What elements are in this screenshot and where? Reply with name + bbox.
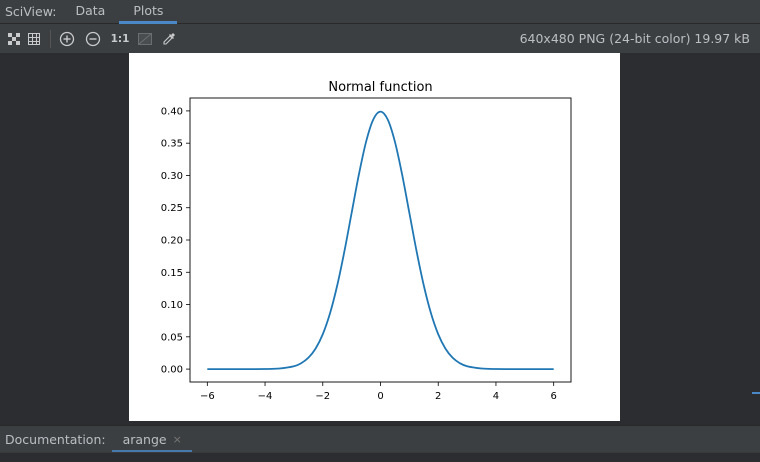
doc-tab-label: arange <box>122 431 167 447</box>
y-tick-label: 0.40 <box>161 106 183 117</box>
doc-tab-arange[interactable]: arange × <box>111 426 193 453</box>
plot-axes-frame <box>189 97 572 383</box>
sciview-title: SciView: <box>5 4 57 19</box>
x-tick-label: −6 <box>200 391 215 402</box>
image-info: 640x480 PNG (24-bit color) 19.97 kB <box>519 31 750 46</box>
sciview-tab-bar: SciView: Data Plots <box>0 0 760 24</box>
actual-size-label: 1:1 <box>110 32 130 45</box>
y-tick-label: 0.10 <box>161 300 183 311</box>
status-strip <box>0 452 760 462</box>
y-tick-label: 0.00 <box>161 365 183 376</box>
x-tick-label: −2 <box>315 391 330 402</box>
series-line <box>207 110 554 370</box>
x-tick-label: 4 <box>493 391 499 402</box>
scroll-edge-marker <box>752 392 760 394</box>
y-tick-label: 0.35 <box>161 139 183 150</box>
actual-size-icon[interactable]: 1:1 <box>109 29 131 49</box>
x-tick-label: 6 <box>550 391 556 402</box>
y-tick-label: 0.30 <box>161 171 183 182</box>
tab-plots[interactable]: Plots <box>119 0 178 24</box>
x-tick-label: 0 <box>377 391 383 402</box>
fit-screen-icon[interactable] <box>4 29 24 49</box>
x-tick-label: 2 <box>435 391 441 402</box>
grid-icon[interactable] <box>24 29 44 49</box>
y-tick-label: 0.25 <box>161 203 183 214</box>
plots-toolbar: 1:1 640x480 PNG (24-bit color) 19.97 kB <box>0 24 760 53</box>
background-icon[interactable] <box>135 29 155 49</box>
y-tick-label: 0.20 <box>161 236 183 247</box>
normal-function-chart: Normal function −6 −4 −2 0 2 4 6 0.00 0.05 0.10 0… <box>161 80 572 402</box>
documentation-bar: Documentation: arange × <box>0 425 760 453</box>
y-tick-label: 0.15 <box>161 268 183 279</box>
x-tick-label: −4 <box>258 391 273 402</box>
y-tick-label: 0.05 <box>161 332 183 343</box>
plot-image: Normal function −6 −4 −2 0 2 4 6 0.00 0.05 0.10 0… <box>129 53 620 421</box>
tab-data[interactable]: Data <box>75 3 106 18</box>
documentation-label: Documentation: <box>5 432 106 447</box>
zoom-out-icon[interactable] <box>83 29 103 49</box>
color-picker-icon[interactable] <box>159 29 179 49</box>
plot-viewer[interactable]: Normal function −6 −4 −2 0 2 4 6 0.00 0.05 0.10 0… <box>0 53 760 423</box>
chart-title: Normal function <box>328 80 432 95</box>
close-icon[interactable]: × <box>172 432 182 446</box>
zoom-in-icon[interactable] <box>57 29 77 49</box>
toolbar-separator <box>50 29 51 48</box>
